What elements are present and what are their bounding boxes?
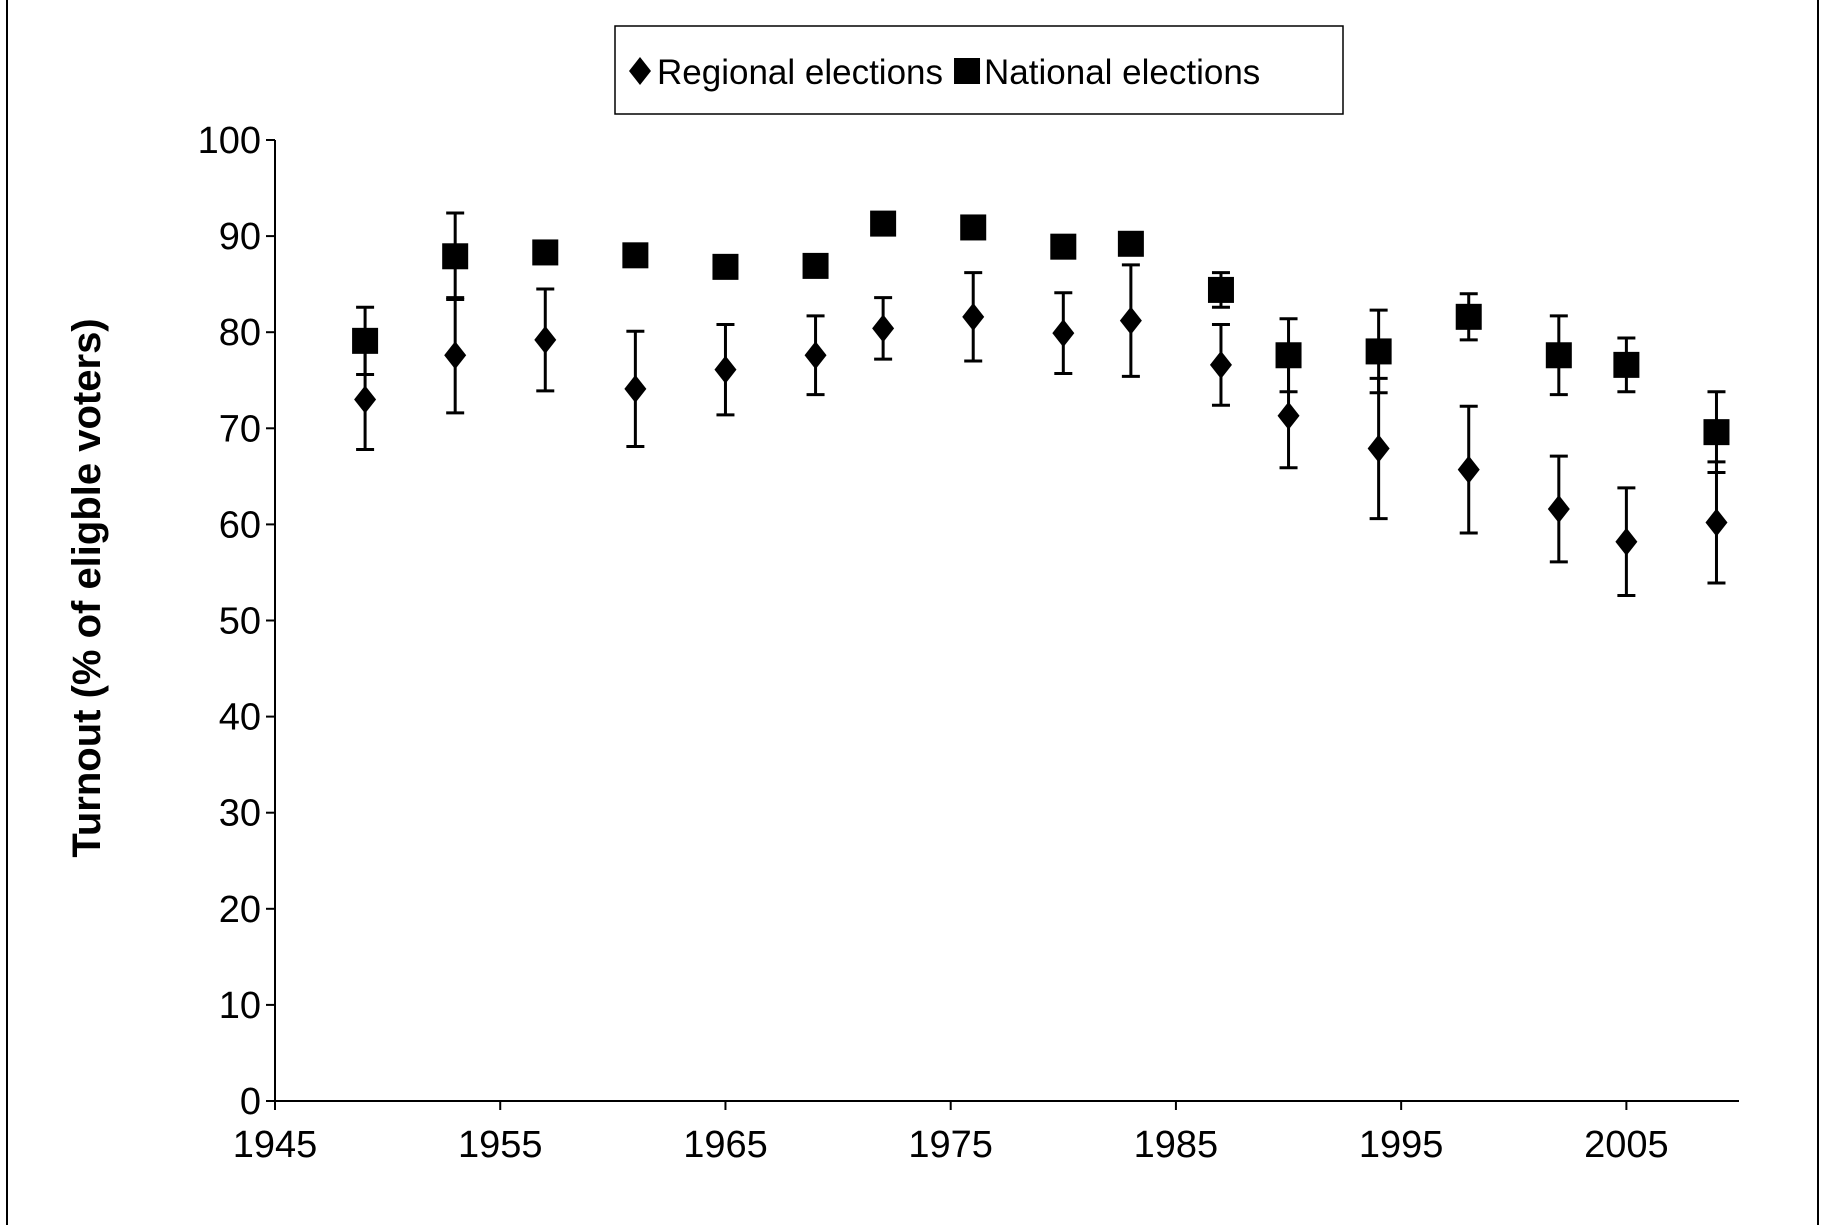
y-tick-label: 80 — [219, 312, 261, 354]
diamond-marker — [534, 325, 557, 354]
diamond-marker — [714, 355, 737, 384]
diamond-marker — [1277, 401, 1300, 430]
diamond-marker — [1119, 306, 1142, 335]
square-marker — [802, 252, 829, 279]
diamond-marker — [1547, 495, 1570, 524]
y-tick-label: 100 — [198, 120, 261, 162]
diamond-marker — [1052, 319, 1075, 348]
diamond-marker — [872, 314, 895, 343]
x-tick-label: 1985 — [1134, 1124, 1219, 1166]
diamond-marker — [1457, 455, 1480, 484]
square-marker — [954, 58, 981, 84]
y-tick-label: 30 — [219, 793, 261, 835]
y-tick-label: 50 — [219, 601, 261, 643]
square-marker — [1365, 338, 1392, 365]
x-tick-label: 1965 — [683, 1124, 768, 1166]
y-tick-label: 20 — [219, 889, 261, 931]
square-marker — [870, 210, 897, 237]
legend-label: National elections — [984, 53, 1260, 92]
y-tick-label: 70 — [219, 408, 261, 450]
square-marker — [712, 253, 739, 280]
diamond-marker — [629, 57, 651, 85]
square-marker — [1703, 419, 1730, 446]
square-marker — [1050, 233, 1077, 260]
x-tick-label: 1995 — [1359, 1124, 1444, 1166]
y-tick-label: 90 — [219, 216, 261, 258]
square-marker — [1455, 303, 1482, 330]
square-marker — [622, 242, 649, 269]
diamond-marker — [1209, 350, 1232, 379]
square-marker — [960, 214, 987, 241]
x-tick-label: 1945 — [233, 1124, 318, 1166]
square-marker — [1207, 276, 1234, 303]
x-tick-label: 2005 — [1584, 1124, 1669, 1166]
square-marker — [1117, 230, 1144, 257]
square-marker — [1545, 342, 1572, 369]
diamond-marker — [624, 374, 647, 403]
diamond-marker — [354, 385, 377, 414]
y-tick-label: 40 — [219, 697, 261, 739]
x-tick-label: 1955 — [458, 1124, 543, 1166]
x-tick-label: 1975 — [908, 1124, 993, 1166]
diamond-marker — [1705, 508, 1728, 537]
diamond-marker — [1367, 434, 1390, 463]
diamond-marker — [444, 341, 467, 370]
square-marker — [1613, 351, 1640, 378]
y-tick-label: 60 — [219, 504, 261, 546]
square-marker — [532, 239, 559, 266]
legend: Regional elections National elections — [614, 25, 1344, 115]
square-marker — [442, 243, 469, 270]
y-axis-label: Turnout (% of eligble voters) — [65, 318, 109, 857]
legend-label: Regional elections — [657, 53, 943, 92]
square-marker — [1275, 342, 1302, 369]
y-tick-label: 0 — [240, 1081, 261, 1123]
square-marker — [352, 327, 379, 354]
diamond-marker — [1615, 527, 1638, 556]
diamond-marker — [962, 302, 985, 331]
y-tick-label: 10 — [219, 985, 261, 1027]
diamond-marker — [804, 341, 827, 370]
